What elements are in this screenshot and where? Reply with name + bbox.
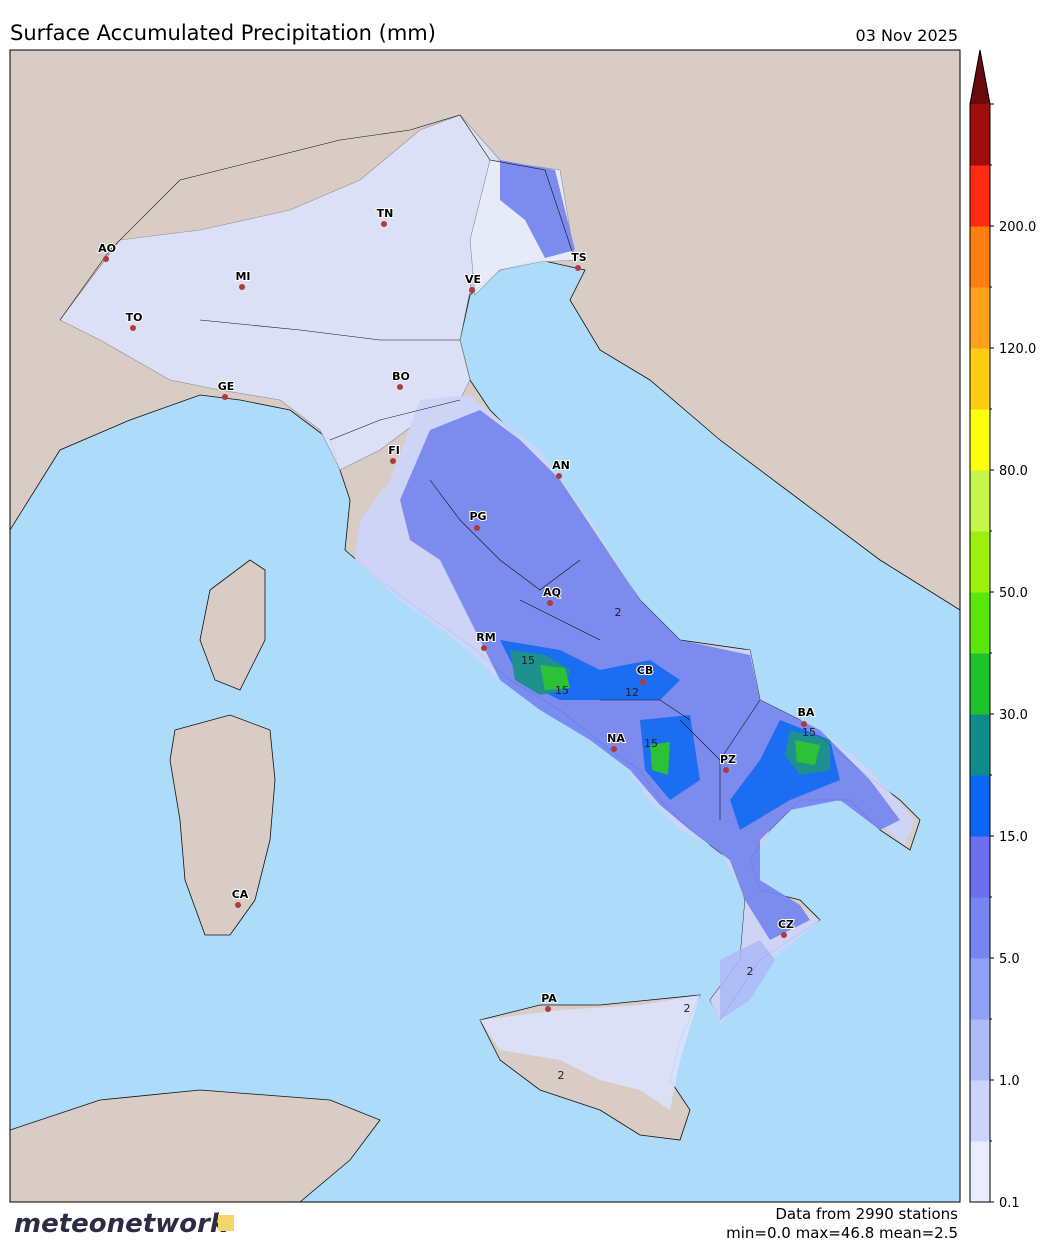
sardinia <box>169 714 276 936</box>
city-label: AO <box>98 242 116 255</box>
colorbar-tick-label: 120.0 <box>999 342 1036 357</box>
colorbar-extend <box>970 50 990 104</box>
contour-label: 2 <box>558 1069 565 1082</box>
city-label: PG <box>469 510 486 523</box>
city: TN <box>376 206 394 227</box>
city: CZ <box>777 917 795 938</box>
colorbar-segment <box>970 1019 990 1081</box>
city-label: CZ <box>778 918 794 931</box>
city: TS <box>570 250 588 271</box>
logo: meteonetwork <box>14 1209 229 1239</box>
city: CB <box>636 663 654 685</box>
city-label: FI <box>388 444 400 457</box>
colorbar-tick-label: 50.0 <box>999 586 1028 601</box>
city: FI <box>387 443 401 464</box>
colorbar-segment <box>970 287 990 349</box>
colorbar-segment <box>970 1080 990 1142</box>
colorbar-tick-label: 5.0 <box>999 952 1020 967</box>
contour-labels: 15 15 12 15 2 2 2 2 15 <box>521 606 816 1082</box>
contour-label: 15 <box>521 654 535 667</box>
city: RM <box>475 630 497 651</box>
corsica <box>199 559 266 691</box>
cities: AO MI TO GE BO TN VE TS FI AN PG AQ RM C… <box>97 206 816 1012</box>
colorbar-frame <box>969 49 991 1203</box>
city-label: CB <box>637 664 653 677</box>
city-label: NA <box>607 732 625 745</box>
city-label: AQ <box>543 586 561 599</box>
contour-label: 12 <box>625 686 639 699</box>
city-label: TS <box>571 251 587 264</box>
city-label: PZ <box>720 753 736 766</box>
colorbar-tick-label: 30.0 <box>999 708 1028 723</box>
date: 03 Nov 2025 <box>856 26 958 45</box>
colorbar-segment <box>970 165 990 227</box>
colorbar-segment <box>970 836 990 898</box>
map <box>10 50 960 1202</box>
city: VE <box>464 272 482 293</box>
colorbar-segment <box>970 104 990 166</box>
contour-label: 15 <box>644 737 658 750</box>
colorbar-segment <box>970 775 990 837</box>
city-label: PA <box>541 992 557 1005</box>
city: BO <box>391 369 411 390</box>
city-label: TN <box>377 207 394 220</box>
footer-stats: min=0.0 max=46.8 mean=2.5 <box>726 1224 958 1242</box>
city-label: BO <box>392 370 410 383</box>
contour-label: 2 <box>684 1002 691 1015</box>
colorbar-segment <box>970 470 990 532</box>
colorbar-segment <box>970 592 990 654</box>
city: CA <box>231 887 250 908</box>
map-frame <box>9 49 961 1203</box>
city-label: RM <box>476 631 495 644</box>
precipitation <box>59 114 915 1110</box>
city: MI <box>234 269 252 290</box>
city: NA <box>606 731 626 752</box>
contour-label: 15 <box>555 684 569 697</box>
logo-square <box>218 1215 234 1231</box>
title: Surface Accumulated Precipitation (mm) <box>10 21 436 45</box>
city-label: AN <box>552 459 570 472</box>
africa <box>10 1089 381 1202</box>
colorbar-segment <box>970 348 990 410</box>
borders <box>59 114 761 820</box>
city-label: CA <box>232 888 249 901</box>
city-label: VE <box>465 273 481 286</box>
colorbar-segment <box>970 897 990 959</box>
colorbar-tick-label: 15.0 <box>999 830 1028 845</box>
city: PG <box>468 509 488 531</box>
colorbar-segment <box>970 409 990 471</box>
colorbar-segment <box>970 226 990 288</box>
colorbar-segment <box>970 958 990 1020</box>
colorbar-tick-label: 0.1 <box>999 1196 1020 1211</box>
colorbar-segment <box>970 653 990 715</box>
city: PA <box>540 991 558 1012</box>
city: AO <box>97 241 117 262</box>
city-label: TO <box>126 311 143 324</box>
colorbar: 0.1 1.0 5.0 15.0 30.0 50.0 80.0 120.0 200.0 <box>969 49 1036 1211</box>
colorbar-tick-label: 1.0 <box>999 1074 1020 1089</box>
contour-label: 2 <box>747 965 754 978</box>
city: AQ <box>542 585 562 606</box>
colorbar-segment <box>970 1141 990 1203</box>
footer-stations: Data from 2990 stations <box>775 1205 958 1223</box>
city: PZ <box>719 752 737 773</box>
city: TO <box>125 310 143 331</box>
city-label: BA <box>798 706 815 719</box>
colorbar-segment <box>970 714 990 776</box>
colorbar-tick-label: 200.0 <box>999 220 1036 235</box>
colorbar-tick-label: 80.0 <box>999 464 1028 479</box>
colorbar-segment <box>970 531 990 593</box>
city: GE <box>217 379 235 400</box>
city-label: GE <box>218 380 235 393</box>
contour-label: 2 <box>615 606 622 619</box>
city: BA <box>797 705 816 727</box>
contour-label: 15 <box>802 726 816 739</box>
city: AN <box>551 458 571 479</box>
city-label: MI <box>235 270 250 283</box>
